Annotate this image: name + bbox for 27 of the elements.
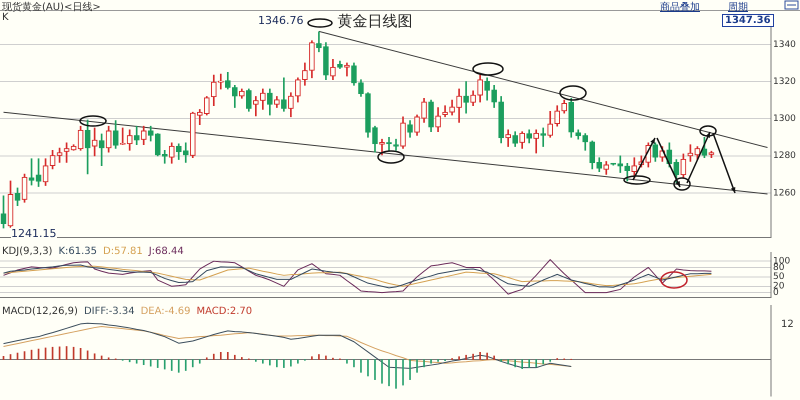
text: 12 xyxy=(781,319,794,330)
y-tick-label: 1340 xyxy=(773,40,796,50)
series-label: DEA:-4.69 xyxy=(140,306,191,317)
chart-title: MACD(12,26,9) xyxy=(2,306,78,317)
series-label: J:68.44 xyxy=(148,246,184,257)
y-tick-label: 1260 xyxy=(773,188,796,198)
annotation: 1346.76 xyxy=(258,14,304,27)
series-label: D:57.81 xyxy=(103,246,143,257)
chart-title: KDJ(9,3,3) xyxy=(2,246,52,257)
candlestick xyxy=(36,158,42,187)
text: MACD:2.70 xyxy=(196,306,252,317)
y-tick-label: 1320 xyxy=(773,76,796,87)
series-label: K:61.35 xyxy=(58,246,98,257)
annotation: 1347.36 xyxy=(722,14,774,27)
chart-title: 黄金日线图 xyxy=(338,12,412,30)
series-label: DIFF:-3.34 xyxy=(84,306,135,317)
y-tick-label: 50 xyxy=(773,272,785,282)
text: 商品叠加 xyxy=(660,0,700,14)
y-tick-label: 80 xyxy=(773,262,785,273)
chart-subtitle: 现货黄金(AU)<日线> xyxy=(2,0,101,13)
y-tick-label: 1300 xyxy=(773,114,796,124)
text: 周期 xyxy=(728,0,748,14)
annotation: K xyxy=(2,12,9,23)
candlestick xyxy=(393,138,399,151)
y-tick-label: 0 xyxy=(773,288,779,298)
y-tick-label: 1280 xyxy=(773,151,796,162)
annotation: 1241.15 xyxy=(11,227,56,240)
